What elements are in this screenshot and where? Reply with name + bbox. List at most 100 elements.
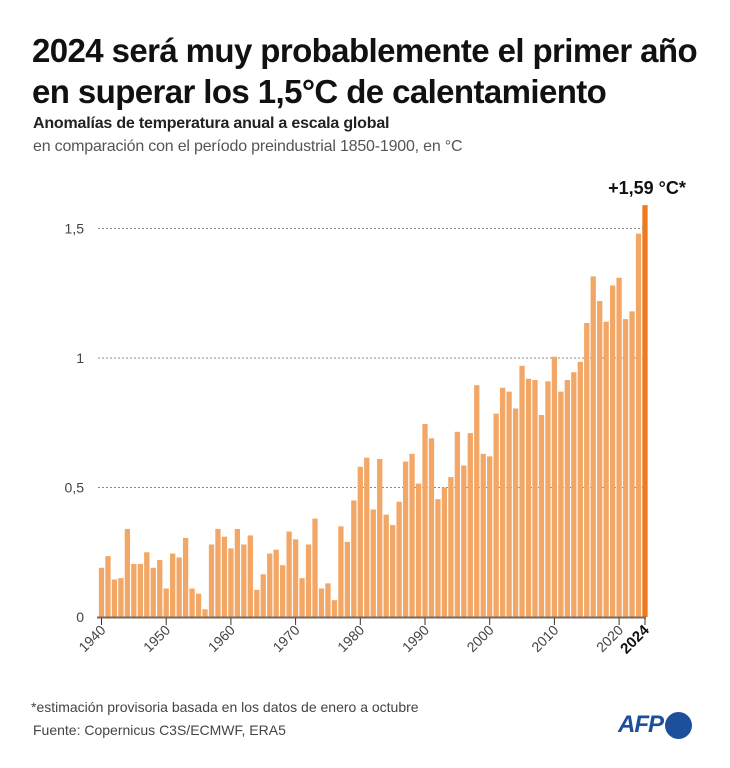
bar-2006 xyxy=(525,378,532,617)
bar-1980 xyxy=(357,466,363,617)
bar-1941 xyxy=(105,556,111,617)
bar-chart: 0 0,5 1 1,5 1940 1950 1960 1970 1980 1990 2000 201… xyxy=(65,178,686,657)
bar-2019 xyxy=(609,285,616,617)
footnote: *estimación provisoria basada en los dat… xyxy=(31,699,419,715)
bar-2007 xyxy=(532,380,538,617)
bar-1950 xyxy=(163,588,169,617)
bar-1991 xyxy=(428,438,435,617)
bar-1994 xyxy=(448,477,454,617)
x-tick-label: 1950 xyxy=(140,622,173,655)
bar-1995 xyxy=(454,431,460,617)
y-tick-label: 1 xyxy=(76,350,84,366)
bar-1945 xyxy=(131,563,137,617)
bar-1959 xyxy=(221,536,228,617)
bar-1949 xyxy=(157,560,163,617)
bar-1956 xyxy=(202,609,208,617)
bar-2004 xyxy=(512,408,519,617)
x-tick-label: 2010 xyxy=(528,622,561,655)
afp-logo-dot-icon xyxy=(665,711,692,739)
bar-2003 xyxy=(506,391,512,617)
annotations: +1,59 °C* xyxy=(608,178,686,198)
bar-1967 xyxy=(273,549,279,617)
bar-1952 xyxy=(176,557,182,617)
bar-2009 xyxy=(545,381,551,617)
bar-1962 xyxy=(241,544,247,617)
bar-1992 xyxy=(435,499,441,617)
bar-1978 xyxy=(344,541,351,617)
bar-1990 xyxy=(422,424,428,617)
bar-1993 xyxy=(441,487,448,617)
bar-2008 xyxy=(538,414,545,617)
bar-1961 xyxy=(234,528,241,617)
value-annotation: +1,59 °C* xyxy=(608,178,686,198)
bar-1946 xyxy=(137,563,143,617)
bar-1997 xyxy=(467,433,473,617)
bar-2020 xyxy=(616,277,622,617)
bars xyxy=(98,205,648,617)
bar-1951 xyxy=(170,553,176,617)
bar-1988 xyxy=(409,453,415,617)
bar-2010 xyxy=(551,356,558,617)
bar-1973 xyxy=(312,518,318,617)
x-tick-label: 1970 xyxy=(269,622,302,655)
x-tick-label: 2000 xyxy=(463,622,496,655)
y-tick-label: 0 xyxy=(76,609,84,625)
gridlines xyxy=(98,228,645,488)
bar-1986 xyxy=(396,501,402,617)
bar-2016 xyxy=(590,276,596,617)
bar-1965 xyxy=(260,574,266,617)
x-tick-label: 1960 xyxy=(205,622,238,655)
bar-1957 xyxy=(208,544,215,617)
bar-2021 xyxy=(622,319,629,617)
bar-2024 xyxy=(642,205,648,617)
bar-2012 xyxy=(564,380,570,617)
bar-1947 xyxy=(144,552,150,617)
y-tick-label: 0,5 xyxy=(65,480,85,496)
bar-2001 xyxy=(493,413,499,617)
bar-1963 xyxy=(247,535,253,617)
bar-2005 xyxy=(519,365,525,617)
bar-1944 xyxy=(124,528,131,617)
bar-2023 xyxy=(635,233,642,617)
bar-1942 xyxy=(111,579,118,617)
bar-1983 xyxy=(377,459,383,617)
bar-1987 xyxy=(402,461,409,617)
bar-1971 xyxy=(299,578,305,617)
chart-subtitle-detail: en comparación con el período preindustr… xyxy=(33,138,463,155)
bar-1964 xyxy=(254,589,260,617)
bar-1958 xyxy=(215,528,221,617)
bar-1960 xyxy=(228,548,234,617)
chart-title: 2024 será muy probablemente el primer añ… xyxy=(32,32,698,110)
bar-1955 xyxy=(195,593,202,617)
bar-1968 xyxy=(280,565,286,617)
bar-2022 xyxy=(629,311,635,617)
bar-1998 xyxy=(474,385,480,617)
bar-1984 xyxy=(383,514,389,617)
bar-2015 xyxy=(584,323,590,617)
bar-1985 xyxy=(390,525,396,617)
bar-1969 xyxy=(286,531,292,617)
bar-2011 xyxy=(558,391,564,617)
x-tick-label: 2024 xyxy=(617,621,653,657)
bar-1970 xyxy=(292,539,299,617)
y-axis-labels: 0 0,5 1 1,5 xyxy=(65,221,85,626)
bar-1954 xyxy=(189,588,195,617)
bar-1974 xyxy=(318,588,325,617)
source-note: Fuente: Copernicus C3S/ECMWF, ERA5 xyxy=(33,722,286,738)
bar-1966 xyxy=(267,553,273,617)
bar-1981 xyxy=(364,457,370,617)
bar-1975 xyxy=(325,583,331,617)
bar-1953 xyxy=(182,538,189,617)
bar-1989 xyxy=(415,483,422,617)
bar-1979 xyxy=(351,500,357,617)
bar-1940 xyxy=(98,567,105,617)
bar-1948 xyxy=(150,567,156,617)
x-tick-label: 1980 xyxy=(334,622,367,655)
afp-logo-text: AFP xyxy=(618,711,664,738)
bar-1976 xyxy=(331,600,338,617)
bar-1996 xyxy=(461,465,467,617)
bar-2000 xyxy=(487,456,493,617)
bar-1977 xyxy=(338,526,344,617)
bar-1972 xyxy=(305,544,312,617)
